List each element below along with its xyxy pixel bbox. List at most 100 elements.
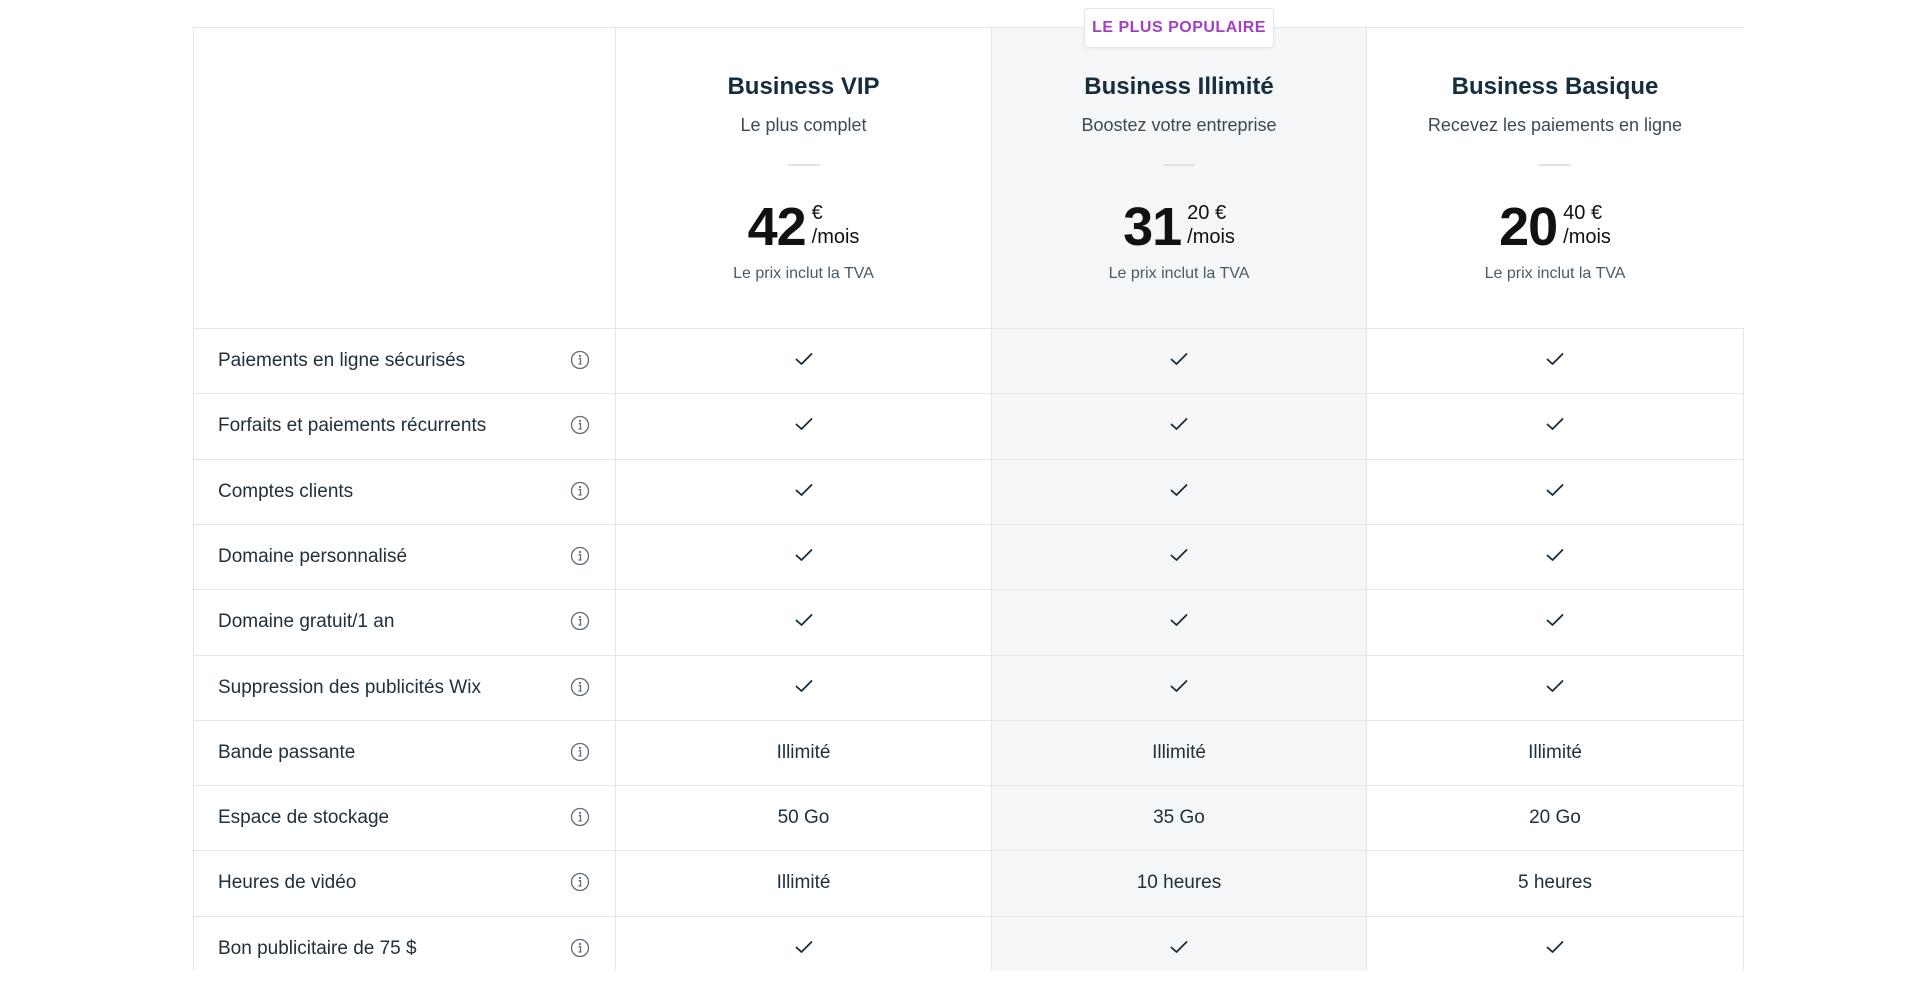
- check-icon: [1546, 938, 1564, 960]
- info-icon[interactable]: [570, 415, 590, 435]
- row-divider: [193, 328, 1744, 329]
- info-icon[interactable]: [570, 481, 590, 501]
- plan-header-vip: Business VIP Le plus complet 42 € /mois …: [616, 27, 991, 328]
- row-divider: [193, 459, 1744, 460]
- pricing-table: Business VIP Le plus complet 42 € /mois …: [193, 8, 1744, 971]
- plan-tagline: Recevez les paiements en ligne: [1427, 115, 1683, 135]
- feature-value: Illimité: [1528, 741, 1582, 763]
- feature-row: Bande passante Illimité Illimité Illimité: [193, 720, 1744, 785]
- info-icon[interactable]: [570, 677, 590, 697]
- vat-note: Le prix inclut la TVA: [1108, 265, 1250, 282]
- plan-name: Business Illimité: [1084, 73, 1274, 100]
- feature-value: [992, 328, 1366, 393]
- feature-value: [616, 916, 991, 981]
- plan-price: 20 40 € /mois: [1367, 197, 1743, 257]
- plan-name: Business VIP: [727, 73, 880, 100]
- feature-value: [616, 524, 991, 589]
- feature-label: Domaine gratuit/1 an: [218, 611, 395, 632]
- check-icon: [1546, 350, 1564, 372]
- feature-value: [616, 393, 991, 458]
- feature-row: Paiements en ligne sécurisés: [193, 328, 1744, 393]
- feature-label: Bande passante: [218, 742, 356, 763]
- info-icon[interactable]: [570, 546, 590, 566]
- info-icon[interactable]: [570, 611, 590, 631]
- feature-value: 10 heures: [1136, 871, 1222, 893]
- feature-value: [1367, 328, 1743, 393]
- check-icon: [1546, 415, 1564, 437]
- check-icon: [1170, 481, 1188, 503]
- feature-value: [992, 589, 1366, 654]
- feature-value: 50 Go: [777, 806, 830, 828]
- check-icon: [1170, 415, 1188, 437]
- check-icon: [795, 481, 813, 503]
- info-icon[interactable]: [570, 872, 590, 892]
- feature-label: Espace de stockage: [218, 807, 390, 828]
- row-divider: [193, 589, 1744, 590]
- info-icon[interactable]: [570, 938, 590, 958]
- price-period: /mois: [811, 226, 860, 248]
- check-icon: [795, 350, 813, 372]
- row-divider: [193, 850, 1744, 851]
- feature-label: Domaine personnalisé: [218, 546, 408, 567]
- price-integer: 42: [747, 197, 807, 257]
- row-divider: [193, 720, 1744, 721]
- table-border-right: [1743, 328, 1744, 971]
- check-icon: [1170, 611, 1188, 633]
- info-icon[interactable]: [570, 807, 590, 827]
- check-icon: [795, 546, 813, 568]
- row-divider: [193, 785, 1744, 786]
- plan-price: 42 € /mois: [616, 197, 991, 257]
- feature-row: Heures de vidéo Illimité 10 heures 5 heures: [193, 850, 1744, 915]
- feature-label: Suppression des publicités Wix: [218, 677, 481, 698]
- feature-label: Heures de vidéo: [218, 872, 357, 893]
- feature-label: Comptes clients: [218, 481, 354, 502]
- plan-header-illimite: Business Illimité Boostez votre entrepri…: [992, 27, 1366, 328]
- feature-value: 5 heures: [1518, 871, 1592, 893]
- check-icon: [1170, 546, 1188, 568]
- feature-value: [616, 459, 991, 524]
- feature-value: [616, 589, 991, 654]
- table-border-top: [193, 27, 1744, 28]
- feature-row: Domaine personnalisé: [193, 524, 1744, 589]
- feature-value: [1367, 524, 1743, 589]
- feature-value: 35 Go: [1153, 806, 1205, 828]
- most-popular-badge: LE PLUS POPULAIRE: [1084, 8, 1274, 48]
- price-period: /mois: [1563, 226, 1611, 248]
- plan-divider: [1539, 164, 1571, 166]
- feature-value: Illimité: [776, 741, 831, 763]
- feature-value: [1367, 393, 1743, 458]
- feature-row: Bon publicitaire de 75 $: [193, 916, 1744, 981]
- feature-row: Suppression des publicités Wix: [193, 655, 1744, 720]
- plan-price: 31 20 € /mois: [992, 197, 1366, 257]
- feature-value: [1367, 589, 1743, 654]
- info-icon[interactable]: [570, 742, 590, 762]
- plan-divider: [787, 164, 820, 166]
- row-divider: [193, 393, 1744, 394]
- feature-row: Forfaits et paiements récurrents: [193, 393, 1744, 458]
- feature-value: [992, 459, 1366, 524]
- popular-plan-highlight: [991, 27, 1366, 971]
- price-decimal: 20 €: [1187, 202, 1227, 224]
- feature-row: Domaine gratuit/1 an: [193, 589, 1744, 654]
- feature-value: [992, 655, 1366, 720]
- plan-tagline: Boostez votre entreprise: [1081, 115, 1277, 135]
- feature-value: [1367, 916, 1743, 981]
- feature-value: Illimité: [776, 871, 831, 893]
- column-divider: [1366, 27, 1367, 971]
- check-icon: [1170, 677, 1188, 699]
- feature-value: [992, 393, 1366, 458]
- check-icon: [1170, 938, 1188, 960]
- info-icon[interactable]: [570, 350, 590, 370]
- feature-label: Forfaits et paiements récurrents: [218, 415, 487, 436]
- plan-tagline: Le plus complet: [740, 115, 867, 135]
- price-integer: 20: [1499, 197, 1558, 257]
- vat-note: Le prix inclut la TVA: [733, 265, 874, 282]
- plan-divider: [1163, 164, 1195, 166]
- row-divider: [193, 655, 1744, 656]
- price-integer: 31: [1123, 197, 1182, 257]
- price-decimal: €: [811, 202, 823, 224]
- check-icon: [795, 677, 813, 699]
- check-icon: [1546, 677, 1564, 699]
- feature-row: Espace de stockage 50 Go 35 Go 20 Go: [193, 785, 1744, 850]
- check-icon: [795, 415, 813, 437]
